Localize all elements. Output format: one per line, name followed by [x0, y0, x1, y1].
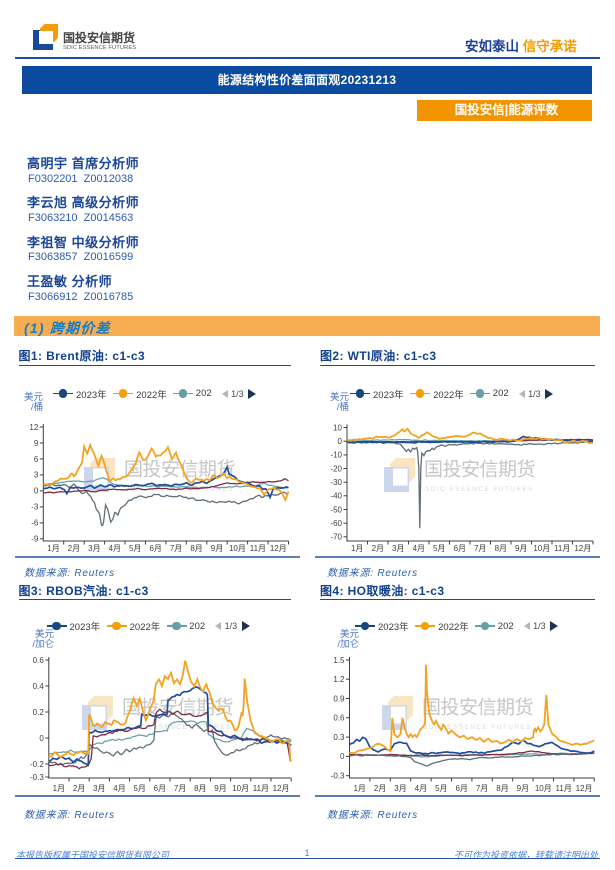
svg-text:国投安信期货: 国投安信期货 [424, 459, 535, 481]
svg-text:11月: 11月 [250, 544, 266, 553]
svg-text:1.5: 1.5 [333, 656, 345, 665]
svg-text:-50: -50 [330, 505, 342, 514]
svg-text:-9: -9 [31, 535, 39, 544]
svg-text:3: 3 [34, 471, 39, 480]
svg-text:3月: 3月 [392, 544, 404, 553]
svg-text:12: 12 [29, 423, 38, 432]
svg-text:11月: 11月 [554, 544, 570, 553]
svg-text:4月: 4月 [415, 784, 427, 793]
svg-text:5月: 5月 [433, 544, 445, 553]
svg-text:5月: 5月 [129, 544, 141, 553]
svg-text:-20: -20 [330, 464, 342, 473]
svg-text:6月: 6月 [149, 544, 161, 553]
svg-text:9月: 9月 [517, 784, 529, 793]
svg-text:0.2: 0.2 [33, 708, 45, 717]
svg-text:8月: 8月 [495, 544, 507, 553]
svg-text:0.6: 0.6 [33, 656, 45, 665]
svg-text:7月: 7月 [174, 784, 186, 793]
svg-text:0: 0 [34, 487, 39, 496]
svg-text:0.6: 0.6 [333, 714, 345, 723]
svg-text:8月: 8月 [190, 544, 202, 553]
svg-text:0: 0 [338, 437, 343, 446]
svg-text:-0.3: -0.3 [30, 773, 44, 782]
svg-text:0: 0 [39, 734, 44, 743]
svg-text:-10: -10 [330, 451, 342, 460]
svg-text:2月: 2月 [374, 784, 386, 793]
svg-text:11月: 11月 [556, 784, 572, 793]
svg-text:-0.2: -0.2 [30, 760, 44, 769]
svg-text:10: 10 [333, 423, 342, 432]
svg-text:4月: 4月 [413, 544, 425, 553]
svg-text:3月: 3月 [88, 544, 100, 553]
svg-text:国投安信期货: 国投安信期货 [124, 459, 235, 481]
svg-text:8月: 8月 [194, 784, 206, 793]
svg-text:10月: 10月 [229, 544, 246, 553]
svg-text:1月: 1月 [47, 544, 59, 553]
svg-text:2月: 2月 [73, 784, 85, 793]
svg-text:10月: 10月 [232, 784, 249, 793]
svg-text:8月: 8月 [496, 784, 508, 793]
svg-text:0: 0 [340, 752, 345, 761]
svg-text:-6: -6 [31, 519, 39, 528]
svg-text:0.3: 0.3 [333, 733, 345, 742]
svg-text:-70: -70 [330, 533, 342, 542]
svg-text:11月: 11月 [253, 784, 269, 793]
svg-text:SDIC ESSENCE FUTURES: SDIC ESSENCE FUTURES [425, 486, 534, 493]
svg-text:9月: 9月 [214, 784, 226, 793]
svg-text:0.4: 0.4 [33, 682, 45, 691]
svg-text:1月: 1月 [351, 544, 363, 553]
svg-text:12月: 12月 [576, 784, 593, 793]
svg-text:-0.3: -0.3 [331, 772, 345, 781]
svg-text:2月: 2月 [68, 544, 80, 553]
svg-text:5月: 5月 [133, 784, 145, 793]
svg-text:7月: 7月 [170, 544, 182, 553]
svg-text:7月: 7月 [474, 544, 486, 553]
svg-text:1月: 1月 [353, 784, 365, 793]
svg-text:1月: 1月 [53, 784, 65, 793]
svg-text:3月: 3月 [93, 784, 105, 793]
svg-text:-3: -3 [31, 503, 39, 512]
svg-text:国投安信期货: 国投安信期货 [422, 697, 533, 719]
svg-text:12月: 12月 [273, 784, 290, 793]
svg-text:3月: 3月 [394, 784, 406, 793]
svg-text:7月: 7月 [476, 784, 488, 793]
svg-text:SDIC ESSENCE FUTURES: SDIC ESSENCE FUTURES [123, 724, 232, 731]
svg-text:12月: 12月 [270, 544, 287, 553]
svg-text:6月: 6月 [454, 544, 466, 553]
svg-text:4月: 4月 [109, 544, 121, 553]
svg-text:-40: -40 [330, 492, 342, 501]
svg-text:9: 9 [34, 439, 39, 448]
svg-text:6月: 6月 [154, 784, 166, 793]
svg-text:12月: 12月 [574, 544, 591, 553]
svg-text:10月: 10月 [535, 784, 552, 793]
svg-text:6: 6 [34, 455, 39, 464]
svg-text:6月: 6月 [455, 784, 467, 793]
svg-text:4月: 4月 [113, 784, 125, 793]
svg-text:5月: 5月 [435, 784, 447, 793]
svg-text:2月: 2月 [372, 544, 384, 553]
svg-text:1.2: 1.2 [333, 675, 345, 684]
svg-text:-60: -60 [330, 519, 342, 528]
svg-text:9月: 9月 [515, 544, 527, 553]
svg-text:9月: 9月 [211, 544, 223, 553]
svg-text:-30: -30 [330, 478, 342, 487]
svg-text:SDIC ESSENCE FUTURES: SDIC ESSENCE FUTURES [423, 724, 532, 731]
svg-text:10月: 10月 [533, 544, 550, 553]
svg-text:0.9: 0.9 [333, 694, 345, 703]
